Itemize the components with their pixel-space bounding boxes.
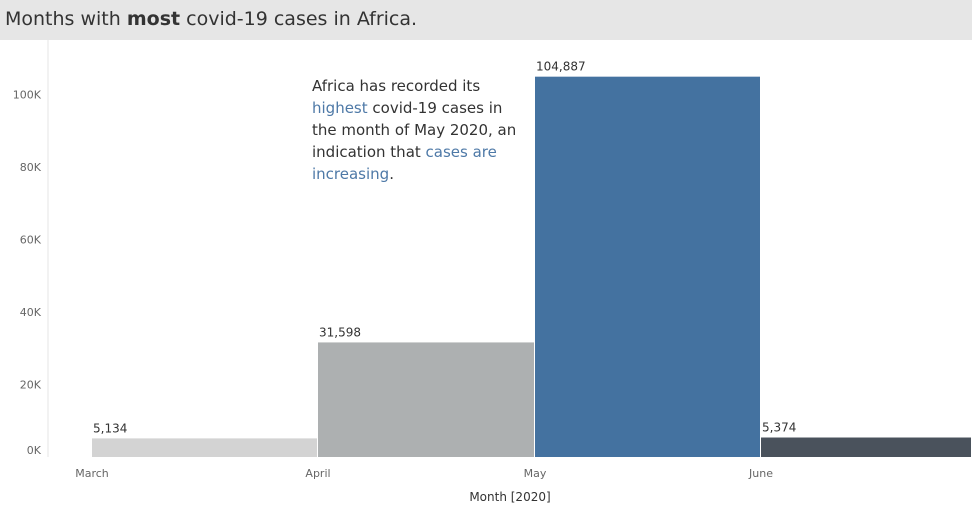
y-tick-label: 20K bbox=[20, 378, 42, 391]
bar-june bbox=[761, 437, 971, 457]
bar-may bbox=[535, 76, 760, 457]
x-tick-label: June bbox=[748, 467, 773, 480]
y-tick-label: 0K bbox=[27, 444, 42, 457]
x-tick-label: May bbox=[524, 467, 547, 480]
annotation-text-3: . bbox=[389, 165, 394, 183]
title-bar: Months with most covid-19 cases in Afric… bbox=[0, 0, 972, 40]
annotation-text-1: Africa has recorded its bbox=[312, 77, 481, 95]
y-tick-label: 100K bbox=[13, 88, 42, 101]
bar-value-label: 104,887 bbox=[536, 60, 586, 74]
x-axis: March April May June bbox=[75, 467, 773, 480]
bar-value-labels: 5,134 31,598 104,887 5,374 bbox=[93, 60, 796, 436]
annotation-highlight-2: cases are increasing bbox=[312, 143, 497, 183]
bar-value-label: 5,374 bbox=[762, 421, 796, 435]
title-emphasis: most bbox=[126, 8, 181, 30]
annotation-text-2: covid-19 cases in the month of May 2020,… bbox=[312, 99, 517, 161]
title-suffix: covid-19 cases in Africa. bbox=[180, 8, 418, 30]
annotation-text: Africa has recorded its highest covid-19… bbox=[312, 75, 527, 185]
y-tick-label: 60K bbox=[20, 233, 42, 246]
bar-march bbox=[92, 438, 317, 457]
title-prefix: Months with bbox=[5, 8, 127, 30]
chart-title: Months with most covid-19 cases in Afric… bbox=[5, 8, 417, 30]
y-axis: 0K 20K 40K 60K 80K 100K bbox=[13, 88, 42, 457]
bar-value-label: 31,598 bbox=[319, 325, 361, 339]
bar-value-label: 5,134 bbox=[93, 421, 127, 435]
x-axis-title: Month [2020] bbox=[469, 490, 550, 504]
annotation-highlight-1: highest bbox=[312, 99, 368, 117]
bars bbox=[92, 76, 971, 457]
y-tick-label: 40K bbox=[20, 306, 42, 319]
bar-april bbox=[318, 342, 534, 457]
bar-chart: 0K 20K 40K 60K 80K 100K 5,134 31,598 104,887 5,3… bbox=[13, 40, 971, 504]
y-tick-label: 80K bbox=[20, 161, 42, 174]
x-tick-label: March bbox=[75, 467, 109, 480]
x-tick-label: April bbox=[305, 467, 330, 480]
